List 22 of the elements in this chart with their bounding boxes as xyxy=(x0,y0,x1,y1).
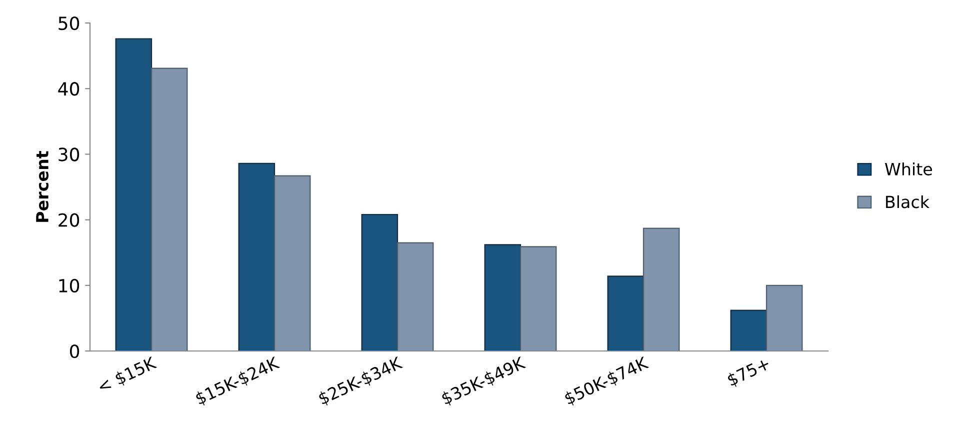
bar xyxy=(274,175,311,351)
bar xyxy=(150,68,188,351)
bar xyxy=(642,228,680,351)
bar xyxy=(730,310,768,351)
bar xyxy=(361,214,398,351)
legend-label: White xyxy=(884,162,932,176)
legend-label: Black xyxy=(886,195,930,208)
y-tick-label: 0 xyxy=(70,344,80,358)
bar xyxy=(607,276,644,351)
y-tick-label: 30 xyxy=(58,148,80,162)
bar xyxy=(484,244,522,351)
bar xyxy=(396,242,434,351)
y-tick-label: 40 xyxy=(58,82,80,96)
bar xyxy=(766,284,803,351)
x-tick-label: $75+ xyxy=(726,356,772,388)
y-tick-label: 20 xyxy=(58,213,80,227)
bar xyxy=(520,246,557,351)
y-axis-title: Percent xyxy=(36,151,49,222)
y-tick-label: 50 xyxy=(58,16,80,30)
bar xyxy=(238,162,276,351)
bar xyxy=(115,38,152,351)
y-tick-label: 10 xyxy=(59,278,80,293)
